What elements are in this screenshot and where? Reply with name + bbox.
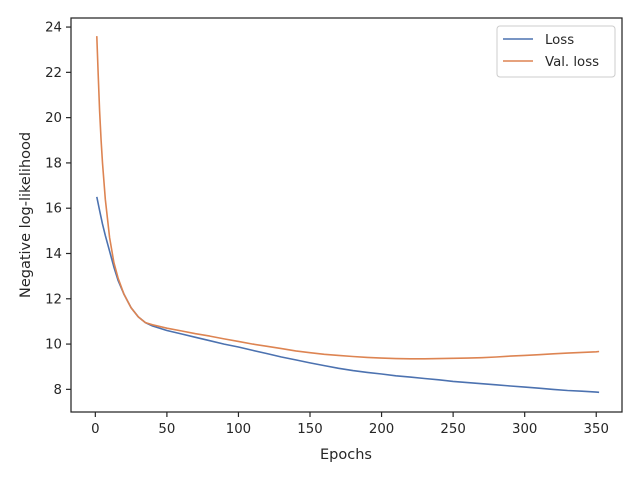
y-tick-label: 22 [45,66,62,81]
y-tick-label: 18 [45,156,62,171]
plot-frame [70,17,623,413]
y-tick-label: 12 [45,292,62,307]
series-line-1 [96,36,600,360]
series-line-0 [96,196,600,394]
y-tick-label: 10 [45,338,62,353]
x-tick-label: 150 [297,422,322,437]
x-axis-title: Epochs [320,447,372,463]
y-tick-label: 20 [45,111,62,126]
x-tick-label: 50 [158,422,175,437]
x-tick-label: 100 [226,422,251,437]
y-tick-label: 16 [45,202,62,217]
y-tick-label: 24 [45,21,62,36]
x-tick-label: 0 [91,422,99,437]
x-axis: 0 50 100 150 200 250 300 350 [91,412,609,437]
series-layer [96,36,600,394]
x-tick-label: 250 [440,422,465,437]
y-tick-label: 14 [45,247,62,262]
legend-label-loss: Loss [545,33,574,48]
y-tick-label: 8 [54,383,62,398]
y-axis: 8 10 12 14 16 18 20 22 24 [45,21,71,398]
x-tick-label: 350 [584,422,609,437]
y-axis-title: Negative log-likelihood [18,132,34,298]
legend: Loss Val. loss [496,25,616,78]
x-tick-label: 300 [512,422,537,437]
legend-label-val-loss: Val. loss [545,55,599,70]
x-tick-label: 200 [369,422,394,437]
